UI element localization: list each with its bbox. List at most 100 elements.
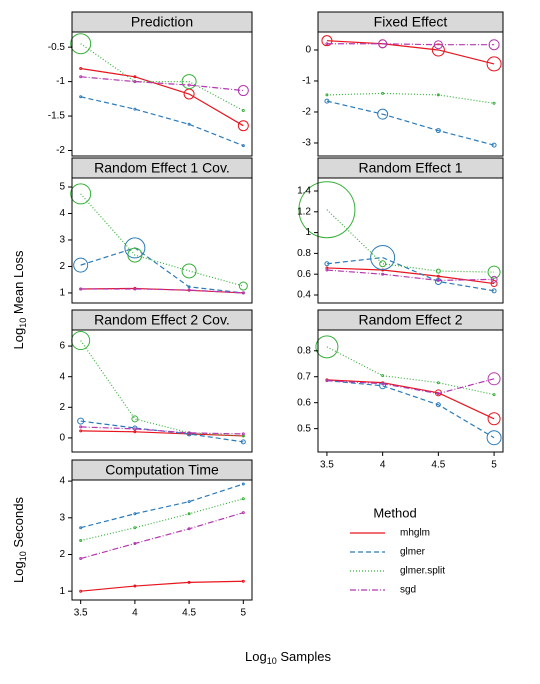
point — [325, 42, 329, 46]
point — [431, 43, 445, 57]
point — [324, 98, 330, 104]
y-tick-label: 0.8 — [297, 345, 311, 356]
point — [79, 75, 83, 79]
y-tick-label: -3 — [302, 138, 311, 149]
strip-title: Prediction — [131, 14, 193, 30]
panel-frame — [317, 177, 504, 304]
series-line — [326, 43, 495, 46]
point — [133, 107, 137, 111]
y-tick-label: 0 — [59, 433, 65, 444]
panel-frame — [317, 31, 504, 157]
point — [315, 335, 339, 359]
point — [436, 392, 440, 396]
point — [133, 427, 137, 431]
point — [187, 122, 191, 126]
y-tick-label: -2 — [302, 107, 311, 118]
point — [241, 432, 245, 436]
panel-frame — [71, 177, 253, 304]
point — [127, 247, 143, 263]
legend-title: Method — [373, 505, 416, 520]
y-tick-label: 2 — [59, 402, 65, 413]
series-line — [326, 346, 495, 396]
point — [490, 275, 498, 283]
series-line — [326, 269, 495, 282]
point — [381, 272, 385, 276]
y-tick-label: -0.5 — [48, 42, 66, 53]
label-sub: 10 — [18, 551, 28, 561]
y-tick-label: 6 — [59, 341, 65, 352]
legend-label: glmer.split — [400, 566, 445, 577]
y-tick-label: 0.6 — [297, 397, 311, 408]
strip-title: Random Effect 1 Cov. — [94, 160, 230, 176]
series-line — [80, 512, 244, 560]
series-line — [326, 380, 495, 439]
point — [187, 288, 191, 292]
point — [325, 93, 329, 97]
y-axis-title: Log10 Seconds — [11, 497, 28, 583]
x-tick-label: 5 — [241, 608, 247, 619]
point — [133, 584, 137, 588]
y-tick-label: 0.8 — [297, 248, 311, 259]
point — [378, 39, 388, 49]
point — [241, 109, 245, 113]
point — [79, 539, 83, 543]
series-line — [80, 426, 244, 435]
point — [187, 527, 191, 531]
panel-frame — [71, 329, 253, 453]
y-tick-label: 0.7 — [297, 371, 311, 382]
point — [324, 261, 330, 267]
point — [486, 430, 502, 446]
point — [487, 372, 501, 386]
point — [436, 274, 440, 278]
series-line — [326, 40, 495, 65]
y-tick-label: 0.5 — [297, 423, 311, 434]
point — [492, 101, 496, 105]
point — [325, 379, 329, 383]
point — [133, 430, 137, 434]
series-line — [326, 209, 495, 273]
series-line — [80, 580, 244, 592]
point — [436, 93, 440, 97]
label-part: Seconds — [11, 497, 26, 552]
strip-title: Computation Time — [105, 462, 219, 478]
y-tick-label: 2 — [59, 549, 65, 560]
y-tick-label: 5 — [59, 182, 65, 193]
point — [70, 33, 92, 55]
series-line — [326, 100, 495, 146]
y-tick-label: 1.4 — [297, 186, 311, 197]
point — [241, 511, 245, 515]
label-part: Samples — [277, 649, 332, 664]
y-tick-label: 3 — [59, 512, 65, 523]
point — [379, 260, 387, 268]
point — [79, 95, 83, 99]
y-tick-label: 1.2 — [297, 206, 311, 217]
series-line — [80, 340, 244, 437]
y-tick-label: 1 — [305, 227, 311, 238]
series-line — [80, 43, 244, 112]
point — [187, 580, 191, 584]
y-tick-label: -1 — [302, 76, 311, 87]
point — [181, 263, 197, 279]
point — [131, 415, 139, 423]
point — [433, 40, 443, 50]
point — [187, 500, 191, 504]
point — [241, 497, 245, 501]
point — [181, 74, 197, 90]
x-tick-label: 3.5 — [74, 608, 88, 619]
series-line — [80, 483, 244, 529]
point — [321, 35, 333, 47]
y-tick-label: -1 — [56, 76, 65, 87]
point — [435, 402, 441, 408]
point — [133, 526, 137, 530]
series-line — [326, 379, 495, 420]
point — [79, 429, 83, 433]
y-tick-label: 0.6 — [297, 269, 311, 280]
point — [187, 83, 191, 87]
point — [241, 482, 245, 486]
strip-title: Fixed Effect — [374, 14, 448, 30]
point — [79, 557, 83, 561]
point — [241, 144, 245, 148]
label-part: Mean Loss — [11, 250, 26, 318]
y-axis-title: Log10 Mean Loss — [11, 250, 28, 349]
point — [436, 278, 440, 282]
